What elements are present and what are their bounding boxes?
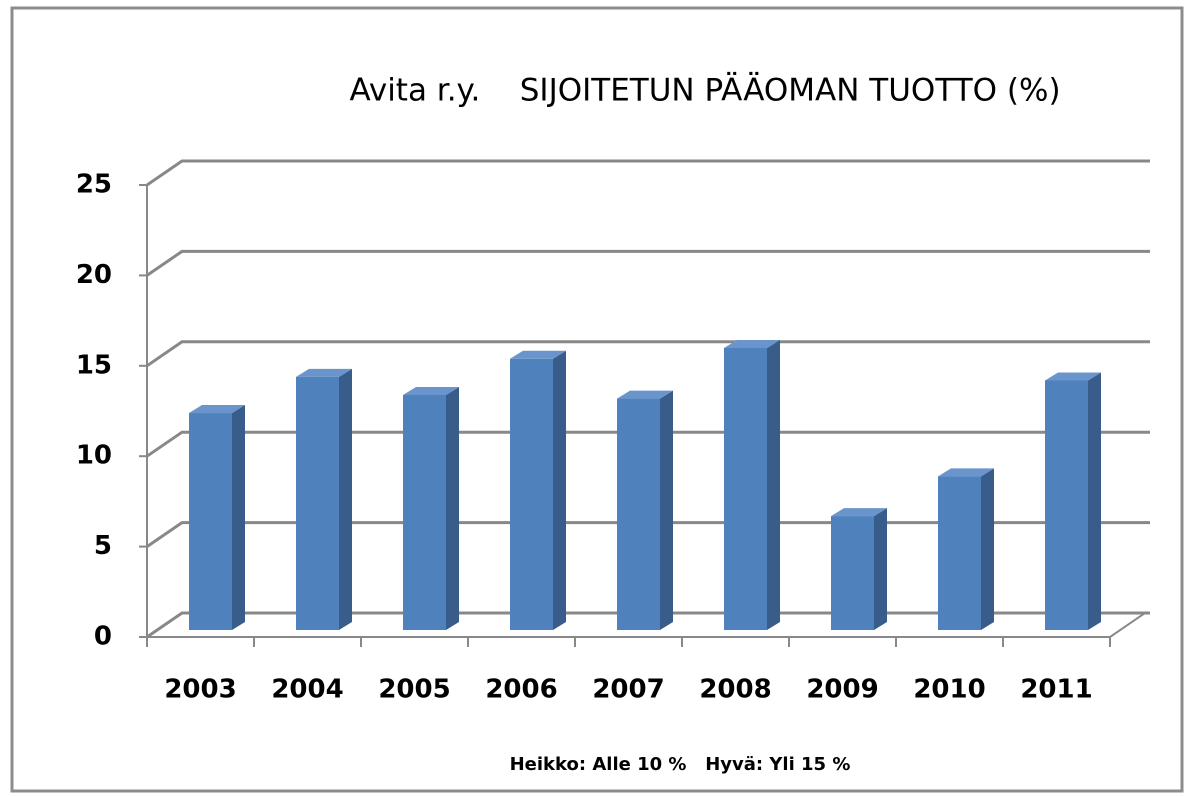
bar	[510, 358, 553, 630]
bar	[831, 516, 874, 630]
grid-line	[146, 159, 1150, 187]
y-tick-label: 15	[76, 350, 112, 380]
grid-line	[146, 249, 1150, 277]
bar-top	[831, 508, 887, 517]
bar	[403, 394, 446, 630]
footnote: Heikko: Alle 10 % Hyvä: Yli 15 %	[510, 754, 851, 775]
x-tick-label: 2005	[378, 675, 450, 705]
x-tick-label: 2003	[164, 675, 236, 705]
bar	[724, 347, 767, 630]
grid-line	[146, 521, 1150, 548]
grid-line	[146, 611, 1150, 639]
chart-title: Avita r.y. SIJOITETUN PÄÄOMAN TUOTTO (%)	[349, 73, 1060, 109]
bar-top	[189, 405, 245, 414]
bar-top	[403, 386, 459, 395]
bar-side	[1088, 372, 1101, 630]
x-tick-label: 2004	[271, 675, 343, 705]
bar-side	[446, 386, 459, 630]
bar	[189, 413, 232, 630]
floor-edge	[1109, 612, 1146, 638]
bar	[1045, 380, 1088, 630]
x-tick-label: 2010	[913, 675, 985, 705]
x-tick-label: 2009	[806, 675, 878, 705]
x-tick-label: 2011	[1020, 675, 1092, 705]
y-tick-label: 25	[76, 170, 112, 200]
y-tick-label: 5	[94, 531, 112, 561]
bar-side	[981, 468, 994, 630]
bar-side	[660, 390, 673, 630]
bar-top	[617, 390, 673, 399]
bar-top	[724, 339, 780, 348]
y-tick-label: 10	[76, 441, 112, 471]
grid-line	[146, 340, 1150, 368]
bar-side	[339, 368, 352, 630]
bar-top	[510, 350, 566, 359]
bar-top	[938, 468, 994, 477]
x-tick-label: 2006	[485, 675, 557, 705]
x-tick-label: 2007	[592, 675, 664, 705]
y-tick-label: 0	[94, 622, 112, 652]
bar	[617, 398, 660, 630]
bar	[296, 376, 339, 630]
bar-side	[767, 339, 780, 630]
bar-side	[232, 405, 245, 630]
bar	[938, 476, 981, 630]
bar-top	[1045, 372, 1101, 381]
grid-line	[146, 430, 1150, 458]
bar-side	[553, 350, 566, 630]
y-tick-label: 20	[76, 260, 112, 290]
x-tick-label: 2008	[699, 675, 771, 705]
frame	[10, 6, 1184, 793]
bar-top	[296, 368, 352, 377]
bar-side	[874, 508, 887, 630]
